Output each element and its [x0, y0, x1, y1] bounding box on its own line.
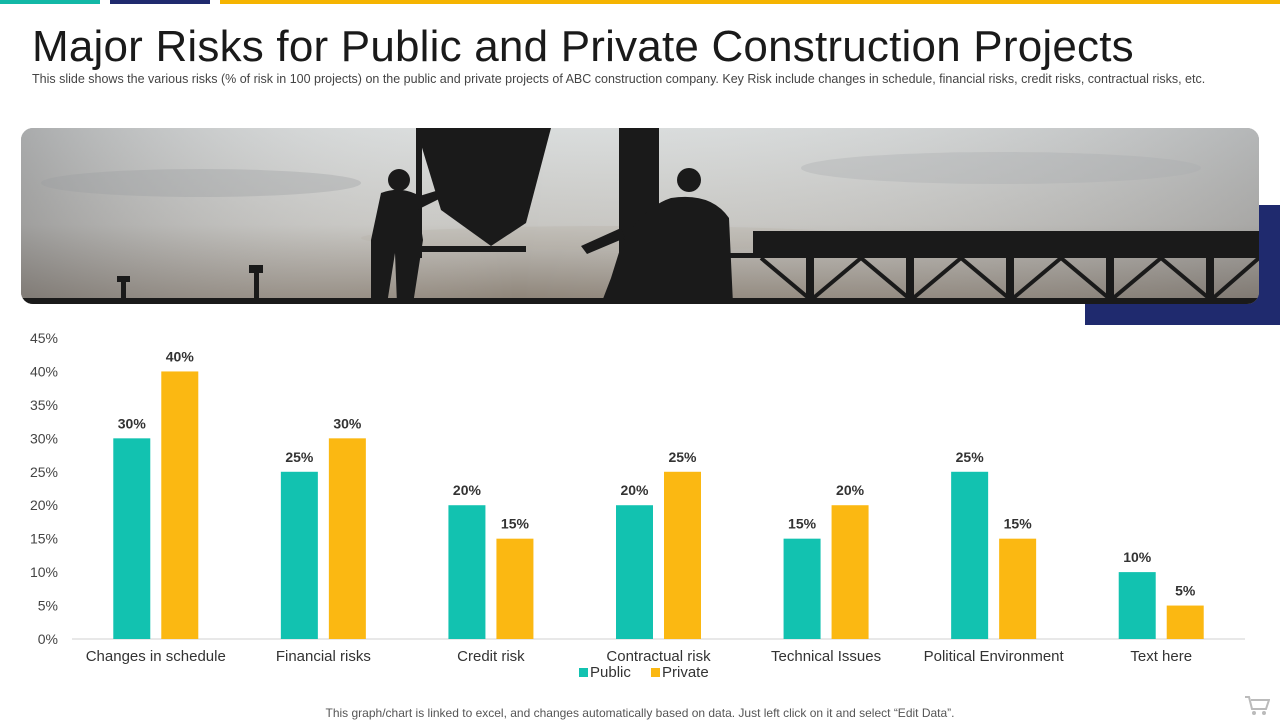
cart-icon	[1245, 696, 1270, 715]
category-label: Text here	[1130, 648, 1192, 665]
data-label: 25%	[668, 449, 697, 465]
y-tick-label: 5%	[38, 598, 58, 614]
accent-bar-yellow	[220, 0, 1280, 4]
data-label: 20%	[836, 482, 865, 498]
data-label: 25%	[956, 449, 985, 465]
data-label: 30%	[118, 415, 147, 431]
bar-private	[1166, 605, 1204, 639]
y-tick-label: 20%	[30, 497, 58, 513]
bar-private	[831, 505, 869, 639]
bar-private	[328, 438, 366, 639]
bar-public	[616, 505, 653, 639]
data-label: 20%	[453, 482, 482, 498]
y-tick-label: 10%	[30, 564, 58, 580]
data-label: 5%	[1175, 583, 1196, 599]
bar-public	[1118, 572, 1156, 639]
bars: Changes in schedule 30% 40% Financial risks…	[86, 348, 1204, 665]
category-label: Technical Issues	[771, 648, 881, 665]
footer-note: This graph/chart is linked to excel, and…	[325, 706, 955, 720]
legend-swatch-public	[579, 668, 588, 677]
construction-silhouette-icon	[21, 128, 1259, 304]
legend-label-public: Public	[590, 664, 631, 681]
y-tick-label: 30%	[30, 430, 58, 446]
accent-bar-navy	[110, 0, 210, 4]
bar-public	[951, 471, 989, 639]
y-tick-label: 0%	[38, 631, 58, 647]
y-tick-label: 15%	[30, 531, 58, 547]
data-label: 15%	[501, 516, 530, 532]
accent-bar-teal	[0, 0, 100, 4]
risk-bar-chart: 0% 5% 10% 15% 20% 25% 30% 35% 40% 45% Changes in …	[30, 330, 1245, 681]
bar-public	[113, 438, 151, 639]
page-subtitle: This slide shows the various risks (% of…	[32, 72, 1206, 86]
data-label: 20%	[620, 482, 649, 498]
data-label: 40%	[166, 348, 195, 364]
y-tick-label: 45%	[30, 330, 58, 346]
bar-public	[448, 505, 486, 639]
y-tick-label: 25%	[30, 464, 58, 480]
bar-public	[280, 471, 318, 639]
bar-private	[999, 538, 1037, 639]
bar-private	[664, 471, 701, 639]
bar-public	[783, 538, 821, 639]
bar-private	[161, 371, 199, 639]
y-tick-label: 40%	[30, 363, 58, 379]
bar-private	[496, 538, 534, 639]
legend-swatch-private	[651, 668, 660, 677]
data-label: 15%	[1004, 516, 1033, 532]
data-label: 30%	[333, 415, 362, 431]
data-label: 10%	[1123, 549, 1152, 565]
y-tick-label: 35%	[30, 397, 58, 413]
construction-banner-image	[21, 128, 1259, 304]
data-label: 25%	[285, 449, 314, 465]
category-label: Contractual risk	[606, 648, 711, 665]
data-label: 15%	[788, 516, 817, 532]
category-label: Changes in schedule	[86, 648, 226, 665]
legend: Public Private	[579, 664, 709, 681]
category-label: Political Environment	[924, 648, 1065, 665]
category-label: Credit risk	[457, 648, 525, 665]
page-title: Major Risks for Public and Private Const…	[32, 22, 1134, 71]
category-label: Financial risks	[276, 648, 371, 665]
legend-label-private: Private	[662, 664, 709, 681]
y-axis: 0% 5% 10% 15% 20% 25% 30% 35% 40% 45%	[30, 330, 58, 647]
